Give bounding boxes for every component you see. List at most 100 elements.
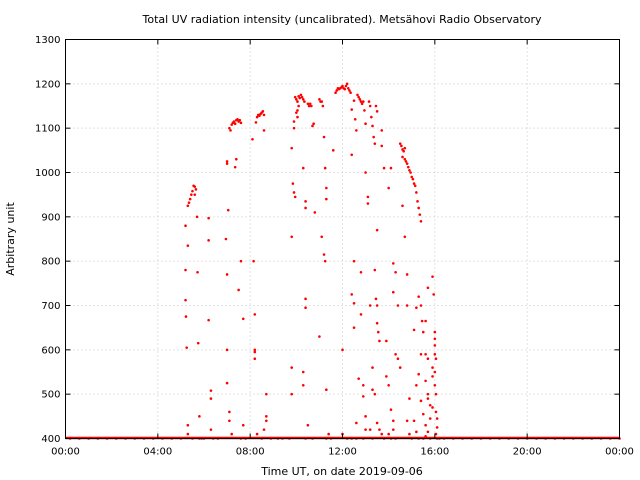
data-point [343, 87, 347, 91]
data-point [426, 286, 430, 290]
data-point [420, 319, 424, 323]
data-point [225, 273, 229, 276]
data-point [290, 392, 294, 396]
data-point [261, 110, 265, 113]
data-point [290, 366, 294, 369]
data-point [391, 428, 395, 431]
data-point [301, 166, 305, 170]
data-point [403, 235, 407, 239]
data-point [387, 384, 390, 387]
data-point [402, 149, 405, 153]
data-point [233, 165, 237, 169]
data-point [296, 109, 299, 112]
data-point [194, 188, 198, 191]
data-point [311, 124, 314, 128]
data-point [318, 335, 321, 338]
data-point [187, 201, 191, 204]
data-point [350, 293, 354, 296]
data-point [255, 115, 259, 119]
data-point [345, 82, 349, 86]
data-point [312, 122, 315, 126]
data-point [300, 95, 304, 99]
data-point [265, 415, 268, 418]
data-point [350, 153, 354, 157]
data-point [372, 135, 375, 139]
data-point [265, 392, 268, 396]
y-tick-labels: 400 500 600 700 800 900 1000 1100 1200 1300 [35, 35, 60, 445]
data-point [198, 415, 201, 418]
data-point [376, 330, 380, 334]
data-point [238, 118, 242, 122]
data-point [385, 339, 388, 343]
data-point [431, 406, 434, 409]
data-point [428, 403, 432, 407]
data-point [364, 171, 367, 174]
data-point [226, 208, 230, 212]
data-point [378, 339, 381, 343]
data-point [387, 186, 390, 190]
data-point [357, 377, 360, 380]
data-point [411, 177, 415, 181]
data-point [355, 129, 358, 132]
data-point [295, 111, 298, 114]
data-point [412, 419, 416, 423]
data-point [421, 412, 425, 416]
data-point [331, 149, 335, 152]
data-point [253, 357, 257, 361]
data-point [382, 166, 386, 170]
data-point [193, 193, 197, 196]
data-point [252, 259, 255, 263]
data-point [434, 392, 438, 396]
data-point [352, 326, 356, 329]
data-point [308, 102, 312, 106]
data-point [360, 102, 364, 106]
data-point [373, 392, 377, 396]
data-point [293, 195, 297, 199]
data-point [426, 397, 430, 400]
data-point [398, 142, 402, 145]
data-point [301, 384, 305, 387]
data-point [408, 168, 411, 172]
data-point [327, 432, 330, 436]
data-point [364, 415, 367, 418]
data-point [235, 157, 238, 161]
y-tick-label: 1200 [35, 79, 60, 90]
data-point [417, 206, 420, 210]
data-point [375, 304, 379, 307]
data-point [361, 395, 365, 398]
data-point [323, 166, 327, 170]
data-point [375, 228, 379, 232]
data-point [262, 428, 266, 431]
data-point [361, 100, 365, 103]
data-point [321, 104, 325, 108]
data-point [193, 185, 197, 188]
data-point [375, 321, 379, 325]
data-point [412, 328, 416, 332]
grid [65, 39, 620, 439]
data-point [371, 124, 374, 128]
x-tick-label: 04:00 [143, 447, 172, 458]
data-point [239, 259, 243, 263]
data-point [415, 191, 418, 194]
data-point [373, 142, 377, 145]
data-point [366, 195, 370, 199]
data-point [229, 129, 232, 132]
data-point [396, 357, 400, 361]
data-point [434, 410, 438, 414]
data-point [416, 200, 419, 203]
data-point [292, 120, 296, 123]
data-point [361, 384, 365, 387]
data-point [352, 301, 356, 305]
data-point [370, 115, 373, 119]
data-point [290, 146, 294, 150]
data-point [357, 95, 360, 99]
data-point [299, 93, 303, 97]
data-point [433, 330, 437, 334]
data-point [421, 330, 425, 334]
data-point [225, 348, 229, 352]
data-point [298, 96, 302, 100]
data-point [426, 392, 430, 396]
y-tick-label: 1300 [35, 35, 60, 46]
data-point [433, 337, 437, 341]
data-point [352, 259, 356, 263]
